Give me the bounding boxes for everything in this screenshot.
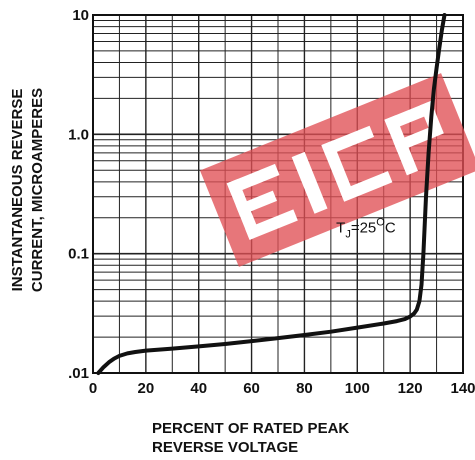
x-tick-label: 60	[243, 380, 260, 397]
y-tick-label: .01	[68, 365, 89, 382]
x-tick-label: 120	[398, 380, 423, 397]
x-axis-title-line1: PERCENT OF RATED PEAK	[152, 420, 349, 437]
x-axis-title: PERCENT OF RATED PEAK REVERSE VOLTAGE	[152, 420, 349, 456]
temperature-annotation: TJ=25OC	[336, 217, 396, 241]
watermark-logo	[199, 73, 475, 267]
x-tick-label: 80	[296, 380, 313, 397]
y-axis-title-line1: INSTANTANEOUS REVERSE	[9, 89, 26, 292]
plot-border	[92, 14, 464, 374]
x-tick-label: 40	[190, 380, 207, 397]
y-tick-label: 0.1	[68, 246, 89, 263]
plot-frame	[92, 14, 464, 374]
reverse-current-curve	[96, 13, 447, 375]
x-tick-label: 140	[450, 380, 475, 397]
axis-ticks: 0 20 40 60 80 100 120 140 .01 0.1 1.0 10	[68, 7, 475, 397]
y-axis-title: INSTANTANEOUS REVERSE CURRENT, MICROAMPE…	[9, 88, 46, 292]
y-axis-title-line2: CURRENT, MICROAMPERES	[29, 88, 46, 292]
x-tick-label: 100	[345, 380, 370, 397]
x-tick-label: 0	[89, 380, 97, 397]
x-axis-title-line2: REVERSE VOLTAGE	[152, 439, 298, 456]
x-tick-label: 20	[138, 380, 155, 397]
annotation-text: TJ=25OC	[336, 217, 396, 241]
y-tick-label: 1.0	[68, 126, 89, 143]
y-tick-label: 10	[72, 7, 89, 24]
